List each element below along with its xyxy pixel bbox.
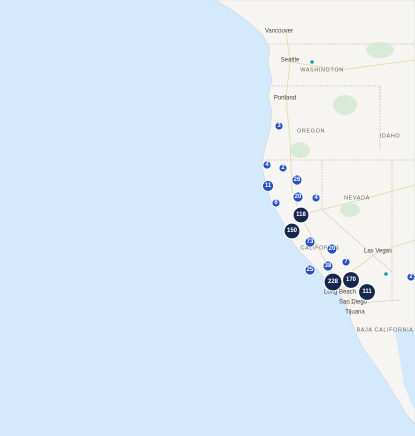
cluster-circle[interactable] [341,270,361,290]
place-label: NEVADA [344,195,370,201]
place-label: Vancouver [265,29,293,35]
cluster-circle[interactable] [292,191,304,203]
cluster-circle[interactable] [291,174,303,186]
place-label: CALIFORNIA [300,245,339,251]
cluster-circle[interactable] [311,193,321,203]
road [299,184,415,216]
cluster-marker[interactable]: 2 [278,163,288,173]
place-label: Seattle [281,58,300,64]
cluster-marker[interactable]: 4 [262,160,272,170]
cluster-count[interactable]: 4 [265,162,269,168]
place-label: OREGON [297,128,325,134]
cluster-count[interactable]: 118 [296,212,306,218]
cluster-count[interactable]: 11 [265,183,272,189]
cluster-circle[interactable] [357,282,377,302]
border [321,160,393,273]
cluster-circle[interactable] [326,243,338,255]
cluster-marker[interactable]: 2 [406,272,415,282]
cluster-circle[interactable] [271,198,281,208]
cluster-marker[interactable]: 26 [291,174,303,186]
cluster-count[interactable]: 170 [346,277,357,283]
cluster-marker[interactable]: 11 [262,180,274,192]
cluster-count[interactable]: 111 [362,289,372,295]
place-label: BAJA CALIFORNIA [357,327,414,333]
cluster-marker[interactable]: 73 [304,236,316,248]
borders [265,43,415,305]
park [340,203,360,217]
cluster-marker[interactable]: 228 [323,272,343,292]
cluster-marker[interactable]: 3 [274,121,284,131]
place-label: Tijuana [345,310,365,316]
gulf [395,330,415,410]
cluster-count[interactable]: 2 [281,165,285,171]
cluster-circle[interactable] [278,163,288,173]
cluster-count[interactable]: 25 [307,267,314,273]
cluster-count[interactable]: 2 [409,274,413,280]
cluster-circle[interactable] [262,160,272,170]
cluster-marker[interactable]: 38 [322,260,334,272]
cluster-circle[interactable] [274,121,284,131]
cluster-count[interactable]: 20 [295,194,302,200]
cluster-marker[interactable]: 6 [271,198,281,208]
cluster-circle[interactable] [283,222,301,240]
cluster-count[interactable]: 3 [277,123,281,129]
cluster-marker[interactable]: 20 [292,191,304,203]
cluster-circle[interactable] [406,272,415,282]
cluster-circle[interactable] [322,260,334,272]
cluster-marker[interactable]: 150 [283,222,301,240]
cluster-circle[interactable] [292,206,310,224]
clusters: 3 4 2 26 11 20 4 6 118 150 73 20 7 38 25 228 170 111 2 [262,121,415,302]
roads [285,29,415,306]
cluster-marker[interactable]: 170 [341,270,361,290]
cluster-count[interactable]: 4 [314,195,318,201]
cluster-count[interactable]: 26 [294,177,301,183]
cluster-marker[interactable]: 111 [357,282,377,302]
cluster-count[interactable]: 6 [274,200,278,206]
park [366,42,394,58]
cluster-marker[interactable]: 25 [304,264,316,276]
cluster-circle[interactable] [262,180,274,192]
pin[interactable] [310,60,314,64]
place-label: Las Vegas [364,249,392,255]
place-label: San Diego [339,300,368,306]
cluster-circle[interactable] [323,272,343,292]
cluster-circle[interactable] [341,257,351,267]
cluster-count[interactable]: 38 [325,263,332,269]
cluster-count[interactable]: 228 [328,279,339,285]
road [339,239,415,281]
parks [290,42,394,217]
cluster-marker[interactable]: 118 [292,206,310,224]
place-label: Long Beach [324,290,356,296]
park [290,142,310,158]
place-label: Portland [274,96,296,102]
cluster-marker[interactable]: 7 [341,257,351,267]
cluster-marker[interactable]: 20 [326,243,338,255]
cluster-count[interactable]: 20 [329,246,336,252]
road [289,59,415,71]
cluster-count[interactable]: 73 [307,239,314,245]
pin[interactable] [384,272,388,276]
cluster-count[interactable]: 150 [287,228,298,234]
cluster-circle[interactable] [304,264,316,276]
road [285,29,356,306]
place-label: WASHINGTON [300,67,344,73]
place-label: IDAHO [380,133,401,139]
cluster-count[interactable]: 7 [344,259,348,265]
cluster-marker[interactable]: 4 [311,193,321,203]
park [333,95,357,115]
cluster-circle[interactable] [304,236,316,248]
